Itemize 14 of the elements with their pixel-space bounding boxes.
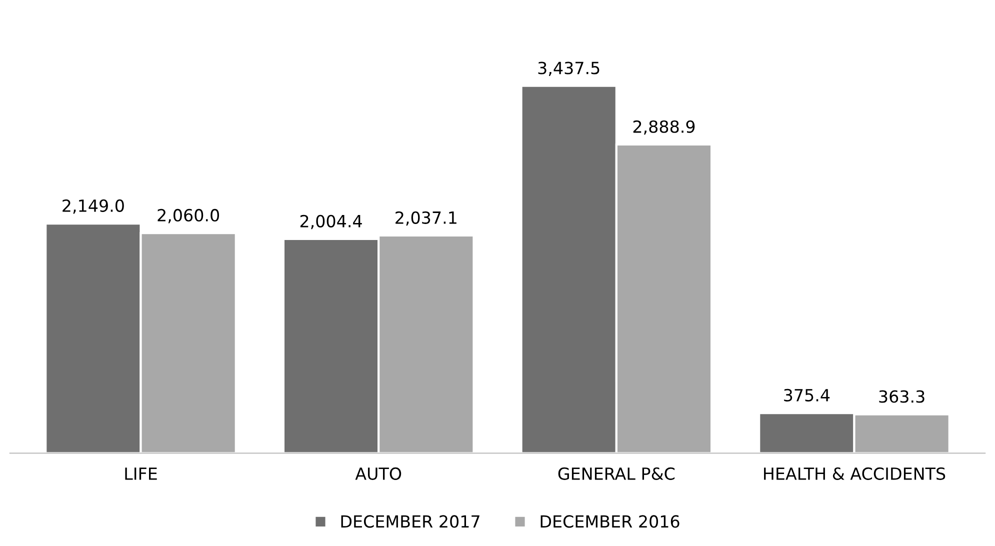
x-tick-label: LIFE bbox=[125, 468, 157, 480]
data-label: 2,060.0 bbox=[158, 208, 220, 224]
data-label: 2,149.0 bbox=[62, 199, 124, 214]
data-label: 2,888.9 bbox=[633, 120, 695, 135]
data-label: 2,004.4 bbox=[300, 214, 362, 230]
legend-label: DECEMBER 2017 bbox=[341, 515, 480, 528]
legend-label: DECEMBER 2016 bbox=[540, 515, 680, 528]
data-label: 375.4 bbox=[784, 388, 830, 402]
data-label: 363.3 bbox=[879, 390, 924, 403]
x-tick-label: AUTO bbox=[355, 467, 402, 480]
data-label: 3,437.5 bbox=[538, 62, 600, 76]
data-label: 2,037.1 bbox=[396, 211, 456, 226]
x-tick-label: GENERAL P&C bbox=[558, 467, 675, 480]
x-tick-label: HEALTH & ACCIDENTS bbox=[764, 467, 946, 480]
